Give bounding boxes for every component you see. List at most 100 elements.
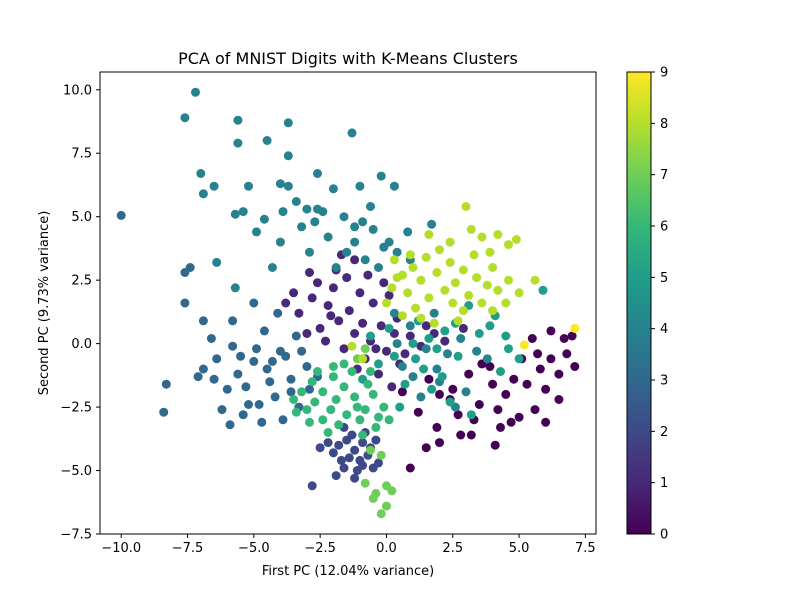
- data-point: [360, 478, 370, 488]
- data-point: [379, 242, 389, 252]
- data-point: [405, 250, 415, 260]
- data-point: [411, 354, 421, 364]
- data-point: [238, 207, 248, 217]
- data-point: [368, 298, 378, 308]
- data-point: [368, 463, 378, 473]
- data-point: [488, 379, 498, 389]
- data-point: [464, 290, 474, 300]
- data-point: [376, 171, 386, 181]
- data-point: [283, 151, 293, 161]
- data-point: [400, 379, 410, 389]
- data-point: [432, 268, 442, 277]
- data-point: [344, 453, 354, 463]
- data-point: [339, 382, 349, 392]
- data-point: [366, 331, 375, 341]
- data-point: [363, 270, 373, 280]
- data-point: [509, 374, 519, 384]
- x-tick-label: 2.5: [442, 541, 463, 556]
- data-point: [344, 306, 354, 316]
- data-point: [161, 379, 171, 389]
- data-point: [382, 346, 391, 356]
- data-point: [339, 463, 349, 473]
- data-point: [424, 374, 434, 384]
- data-point: [408, 263, 418, 272]
- data-point: [448, 298, 458, 308]
- data-point: [458, 306, 468, 316]
- data-point: [198, 364, 208, 374]
- data-point: [435, 389, 444, 399]
- data-point: [530, 405, 540, 415]
- y-axis-label: Second PC (9.73% variance): [37, 211, 52, 396]
- data-point: [328, 372, 338, 382]
- data-point: [554, 395, 564, 404]
- data-point: [570, 323, 580, 333]
- data-point: [411, 303, 421, 313]
- data-point: [421, 321, 431, 331]
- data-point: [482, 354, 492, 364]
- data-point: [342, 410, 352, 420]
- data-point: [469, 250, 479, 260]
- y-tick-label: 0.0: [71, 337, 92, 352]
- data-point: [262, 136, 272, 145]
- data-point: [180, 298, 190, 308]
- data-point: [493, 405, 503, 415]
- data-point: [376, 509, 386, 519]
- data-point: [347, 367, 357, 376]
- data-point: [355, 415, 365, 425]
- data-point: [252, 344, 261, 354]
- data-point: [347, 430, 357, 440]
- data-point: [427, 384, 437, 394]
- data-point: [400, 349, 410, 359]
- data-point: [360, 344, 370, 354]
- y-tick-label: −2.5: [60, 401, 92, 416]
- x-tick-label: −10.0: [101, 541, 141, 556]
- data-point: [249, 356, 259, 366]
- data-point: [424, 293, 434, 303]
- data-point: [310, 217, 320, 227]
- data-point: [440, 285, 450, 295]
- data-point: [350, 222, 360, 232]
- data-point: [458, 265, 468, 275]
- y-tick-label: 2.5: [71, 274, 92, 289]
- data-point: [408, 339, 418, 349]
- data-point: [326, 311, 336, 321]
- data-point: [546, 354, 556, 364]
- data-point: [368, 494, 378, 503]
- data-point: [554, 369, 564, 379]
- data-point: [318, 415, 328, 425]
- plot-area-frame: [99, 71, 597, 535]
- data-point: [488, 306, 498, 316]
- y-tick-label: 5.0: [71, 210, 92, 225]
- data-point: [233, 115, 243, 125]
- data-point: [416, 313, 426, 323]
- data-point: [302, 204, 312, 214]
- data-point: [350, 255, 360, 265]
- data-point: [331, 471, 341, 481]
- data-point: [514, 288, 524, 298]
- data-point: [233, 369, 243, 379]
- colorbar-ticks: 0 1 2 3 4 5 6 7 8 9: [651, 66, 668, 543]
- data-point: [244, 400, 253, 409]
- colorbar-tick-label: 0: [660, 528, 668, 543]
- data-point: [254, 400, 264, 409]
- data-point: [283, 118, 293, 128]
- data-point: [541, 417, 551, 427]
- colorbar: 0 1 2 3 4 5 6 7 8 9: [626, 66, 668, 543]
- x-tick-label: −7.5: [172, 541, 204, 556]
- data-point: [424, 230, 434, 239]
- data-point: [461, 202, 471, 211]
- data-point: [472, 273, 482, 283]
- data-point: [493, 285, 503, 295]
- data-point: [371, 422, 381, 432]
- data-point: [342, 273, 352, 283]
- data-point: [159, 407, 169, 417]
- data-point: [448, 384, 458, 394]
- data-point: [180, 268, 190, 277]
- data-point: [371, 435, 381, 445]
- data-point: [302, 362, 312, 371]
- data-point: [488, 263, 498, 272]
- data-point: [363, 379, 373, 389]
- data-point: [522, 379, 532, 389]
- data-point: [371, 344, 381, 354]
- data-point: [474, 329, 484, 338]
